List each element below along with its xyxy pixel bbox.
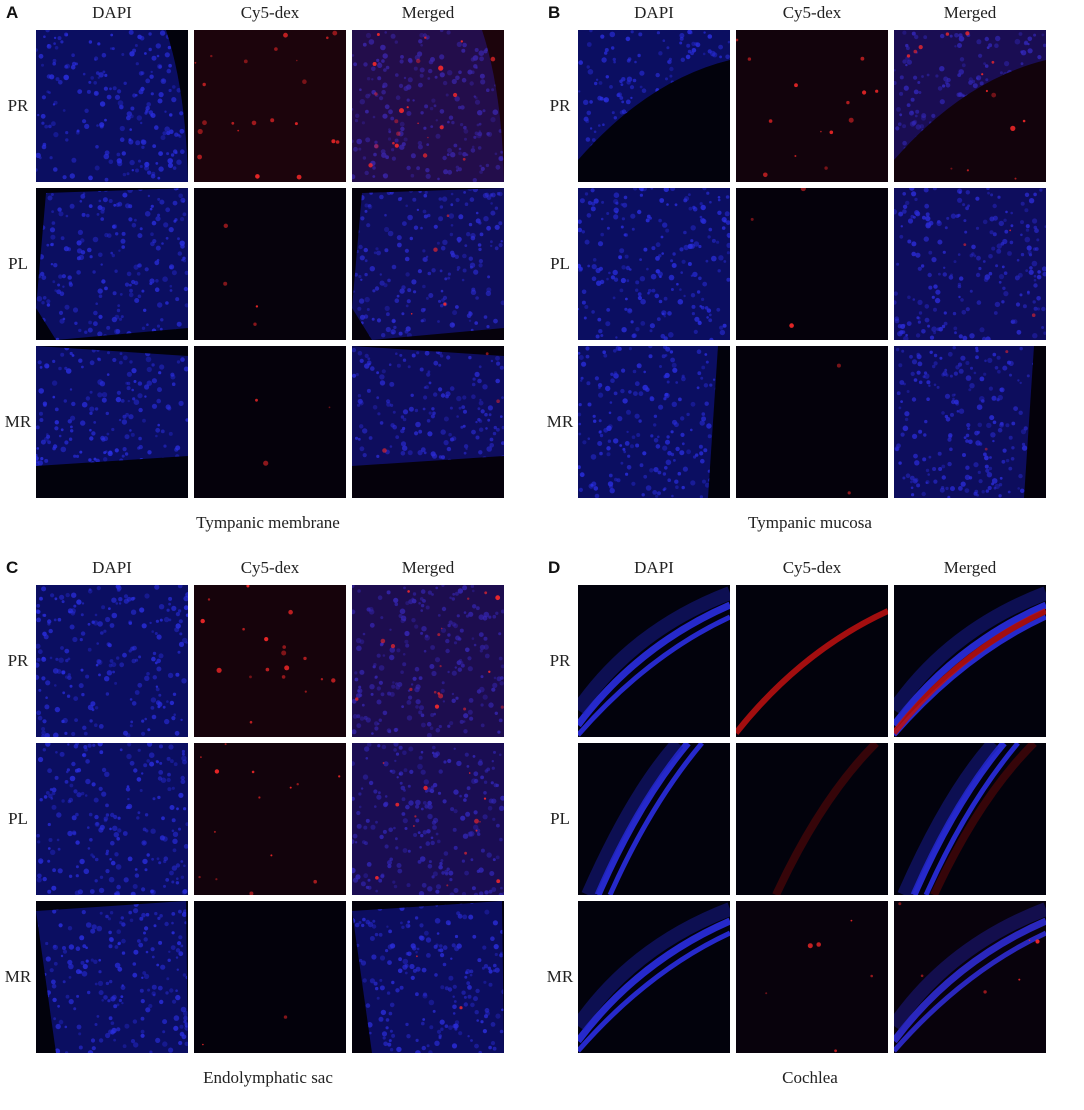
micrograph-merged bbox=[894, 743, 1046, 895]
micrograph-dapi bbox=[36, 743, 188, 895]
micrograph-cy5 bbox=[194, 901, 346, 1053]
micrograph-cy5 bbox=[736, 188, 888, 340]
micrograph-dapi bbox=[578, 585, 730, 737]
column-header: Cy5-dex bbox=[782, 3, 842, 22]
micrograph-dapi bbox=[578, 188, 730, 340]
row-label: MR bbox=[4, 412, 32, 431]
micrograph-merged bbox=[352, 585, 504, 737]
column-header: Cy5-dex bbox=[782, 558, 842, 577]
micrograph-cy5 bbox=[194, 585, 346, 737]
micrograph-cy5 bbox=[194, 346, 346, 498]
row-label: PR bbox=[549, 96, 571, 115]
micrograph-merged bbox=[894, 585, 1046, 737]
micrograph-dapi bbox=[36, 30, 188, 182]
micrograph-dapi bbox=[578, 743, 730, 895]
micrograph-merged bbox=[352, 188, 504, 340]
panel-caption: Cochlea bbox=[782, 1068, 838, 1087]
panel-c: C DAPI Cy5-dex Merged PR PL MR Endolymphatic sa… bbox=[0, 555, 542, 1110]
micrograph-dapi bbox=[578, 346, 730, 498]
micrograph-merged bbox=[352, 901, 504, 1053]
panel-caption: Tympanic membrane bbox=[196, 513, 340, 532]
micrograph-cy5 bbox=[736, 30, 888, 182]
micrograph-dapi bbox=[36, 901, 188, 1053]
micrograph-merged bbox=[352, 346, 504, 498]
row-label: MR bbox=[546, 412, 574, 431]
micrograph-cy5 bbox=[736, 346, 888, 498]
micrograph-dapi bbox=[578, 30, 730, 182]
panel-a: A DAPI Cy5-dex Merged PR PL MR Tympanic membran… bbox=[0, 0, 542, 555]
panel-caption: Endolymphatic sac bbox=[203, 1068, 333, 1087]
row-label: PL bbox=[550, 254, 570, 273]
micrograph-dapi bbox=[36, 585, 188, 737]
micrograph-merged bbox=[894, 901, 1046, 1053]
panel-letter: A bbox=[6, 3, 19, 22]
column-header: Cy5-dex bbox=[240, 558, 300, 577]
column-header: DAPI bbox=[634, 3, 674, 22]
column-header: DAPI bbox=[634, 558, 674, 577]
row-label: PL bbox=[550, 809, 570, 828]
micrograph-merged bbox=[352, 743, 504, 895]
micrograph-dapi bbox=[36, 188, 188, 340]
column-header: Merged bbox=[401, 3, 455, 22]
micrograph-dapi bbox=[578, 901, 730, 1053]
micrograph-merged bbox=[894, 30, 1046, 182]
column-header: Cy5-dex bbox=[240, 3, 300, 22]
row-label: PR bbox=[549, 651, 571, 670]
micrograph-cy5 bbox=[194, 743, 346, 895]
row-label: PL bbox=[8, 809, 28, 828]
row-label: MR bbox=[546, 967, 574, 986]
panel-letter: D bbox=[548, 558, 561, 577]
micrograph-cy5 bbox=[736, 585, 888, 737]
panel-caption: Tympanic mucosa bbox=[748, 513, 872, 532]
micrograph-merged bbox=[894, 188, 1046, 340]
row-label: PL bbox=[8, 254, 28, 273]
row-label: PR bbox=[7, 651, 29, 670]
panel-d: D DAPI Cy5-dex Merged PR PL MR Cochlea bbox=[542, 555, 1084, 1110]
micrograph-cy5 bbox=[736, 743, 888, 895]
column-header: Merged bbox=[943, 558, 997, 577]
column-header: DAPI bbox=[92, 3, 132, 22]
column-header: DAPI bbox=[92, 558, 132, 577]
column-header: Merged bbox=[943, 3, 997, 22]
micrograph-cy5 bbox=[736, 901, 888, 1053]
micrograph-dapi bbox=[36, 346, 188, 498]
panel-b: B DAPI Cy5-dex Merged PR PL MR Tympanic mucosa bbox=[542, 0, 1084, 555]
panel-letter: C bbox=[6, 558, 19, 577]
micrograph-cy5 bbox=[194, 188, 346, 340]
column-header: Merged bbox=[401, 558, 455, 577]
panel-letter: B bbox=[548, 3, 561, 22]
micrograph-cy5 bbox=[194, 30, 346, 182]
row-label: MR bbox=[4, 967, 32, 986]
micrograph-merged bbox=[352, 30, 504, 182]
row-label: PR bbox=[7, 96, 29, 115]
micrograph-merged bbox=[894, 346, 1046, 498]
